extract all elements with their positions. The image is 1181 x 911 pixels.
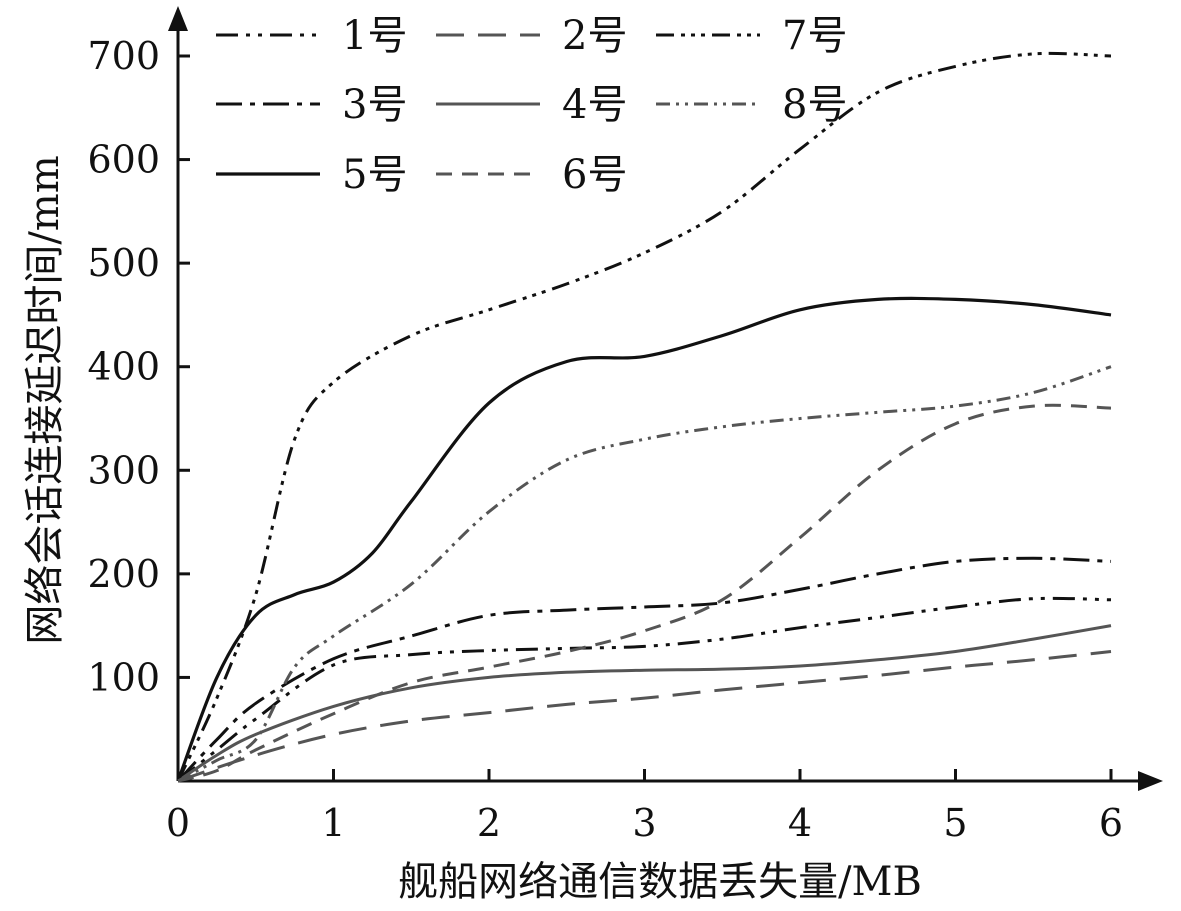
series-line-6 (177, 403, 1112, 783)
series-layer (176, 51, 1112, 783)
x-axis-arrow (1138, 771, 1163, 791)
legend-item: 6号 (436, 152, 627, 198)
legend-label: 7号 (782, 13, 847, 59)
legend-label: 4号 (562, 82, 627, 128)
x-tick-label: 2 (477, 801, 501, 845)
series-line-3 (176, 556, 1112, 783)
x-tick-label: 1 (321, 801, 345, 845)
x-tick-label: 3 (632, 801, 656, 845)
legend-label: 5号 (342, 152, 407, 198)
legend-label: 1号 (342, 13, 407, 59)
x-tick-label: 4 (788, 801, 812, 845)
y-axis-label: 网络会话连接延迟时间/mm (22, 155, 68, 644)
legend-item: 1号 (216, 13, 407, 59)
ticks: 0 1 2 3 4 5 6 100 200 300 400 500 600 700 (87, 34, 1123, 845)
legend-label: 8号 (782, 82, 847, 128)
legend-label: 3号 (342, 82, 407, 128)
y-tick-label: 200 (87, 552, 160, 596)
y-tick-label: 100 (87, 655, 160, 699)
x-tick-label: 0 (166, 801, 190, 845)
series-line-7 (176, 51, 1112, 782)
series-line-5 (176, 296, 1112, 782)
y-tick-label: 600 (87, 138, 160, 182)
series-line-1 (177, 596, 1112, 783)
legend-item: 7号 (656, 13, 847, 59)
series-line-4 (177, 624, 1112, 783)
x-tick-label: 5 (943, 801, 967, 845)
legend-item: 4号 (436, 82, 627, 128)
legend: 1号 2号 7号 3号 4号 8号 5号 6号 (216, 13, 847, 198)
legend-item: 2号 (436, 13, 627, 59)
y-tick-label: 500 (87, 241, 160, 285)
y-tick-label: 700 (87, 34, 160, 78)
legend-label: 2号 (562, 13, 627, 59)
axes (168, 6, 1163, 791)
series-line-8 (177, 365, 1112, 783)
y-tick-label: 300 (87, 448, 160, 492)
legend-item: 5号 (216, 152, 407, 198)
y-tick-label: 400 (87, 345, 160, 389)
series-line-2 (177, 650, 1112, 783)
x-tick-label: 6 (1099, 801, 1123, 845)
x-axis-label: 舰船网络通信数据丢失量/MB (398, 859, 922, 905)
legend-item: 8号 (656, 82, 847, 128)
legend-item: 3号 (216, 82, 407, 128)
legend-label: 6号 (562, 152, 627, 198)
y-axis-arrow (168, 6, 188, 31)
